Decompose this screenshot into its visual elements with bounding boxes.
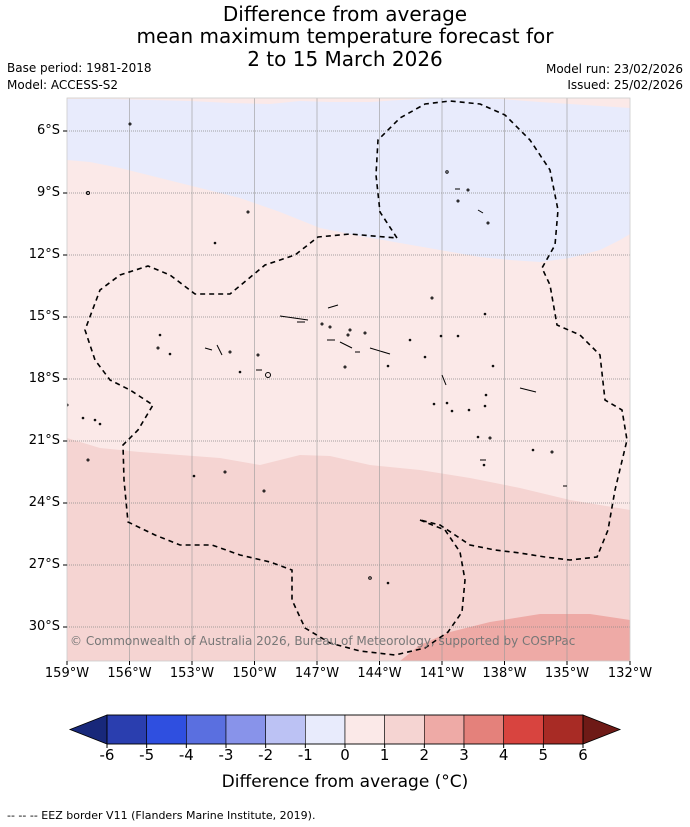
colorbar-tick-label: 1 — [379, 746, 390, 764]
colorbar-tick-label: 3 — [459, 746, 469, 764]
map-title-line-2: mean maximum temperature forecast for — [136, 24, 554, 48]
colorbar-segment — [384, 714, 425, 745]
anomaly-band-minus1-to-0 — [67, 98, 630, 262]
colorbar-tick-label: -2 — [258, 746, 274, 764]
colorbar-tick-label: -1 — [297, 746, 313, 764]
eez-border — [84, 100, 628, 656]
lon-label-156w: 156°W — [107, 666, 152, 681]
colorbar-tick-label: -3 — [218, 746, 234, 764]
lon-label-150w: 150°W — [232, 666, 277, 681]
eez-legend: -- -- -- EEZ border V11 (Flanders Marine… — [7, 809, 316, 822]
lon-label-135w: 135°W — [544, 666, 590, 681]
lat-label-21s: 21°S — [28, 433, 60, 448]
islands — [67, 122, 567, 585]
lat-label-6s: 6°S — [36, 123, 60, 138]
colorbar — [68, 714, 622, 748]
colorbar-segment — [106, 714, 147, 745]
colorbar-segment — [424, 714, 465, 745]
issued-date: Issued: 25/02/2026 — [567, 78, 683, 92]
lat-label-9s: 9°S — [36, 185, 60, 200]
meridian-lines — [129, 98, 568, 661]
colorbar-segment — [146, 714, 187, 745]
base-period: Base period: 1981-2018 — [7, 61, 152, 75]
colorbar-segment — [225, 714, 266, 745]
lat-label-30s: 30°S — [28, 619, 60, 634]
colorbar-segment — [503, 714, 544, 745]
colorbar-label: Difference from average (°C) — [221, 772, 469, 792]
lat-label-27s: 27°S — [28, 557, 60, 572]
anomaly-band-minus1-top-edge — [67, 98, 630, 108]
colorbar-tick-label: 0 — [340, 746, 350, 764]
lon-label-132w: 132°W — [607, 666, 653, 681]
colorbar-over-triangle — [582, 714, 622, 745]
anomaly-band-1-to-2 — [67, 438, 630, 661]
colorbar-tick-label: 4 — [498, 746, 509, 764]
model-run-date: Model run: 23/02/2026 — [545, 62, 683, 76]
colorbar-segment — [543, 714, 584, 745]
lon-label-141w: 141°W — [419, 666, 465, 681]
colorbar-segment — [344, 714, 385, 745]
colorbar-tick-label: -4 — [178, 746, 194, 764]
copyright-notice: © Commonwealth of Australia 2026, Bureau… — [70, 634, 576, 648]
map-title-line-1: Difference from average — [222, 2, 468, 26]
lon-label-138w: 138°W — [482, 666, 527, 681]
lat-label-24s: 24°S — [28, 495, 60, 510]
colorbar-segment — [265, 714, 306, 745]
lon-label-159w: 159°W — [44, 666, 90, 681]
colorbar-tick-label: 2 — [419, 746, 430, 764]
lat-label-15s: 15°S — [28, 309, 60, 324]
colorbar-tick-label: 5 — [538, 746, 549, 764]
colorbar-tick-label: -6 — [99, 746, 115, 764]
anomaly-band-2-to-3 — [400, 614, 630, 661]
map-title-line-3: 2 to 15 March 2026 — [247, 47, 443, 71]
colorbar-segment — [463, 714, 504, 745]
lon-ticks — [66, 661, 631, 665]
model-name: Model: ACCESS-S2 — [7, 78, 119, 92]
lon-label-153w: 153°W — [169, 666, 215, 681]
lat-label-18s: 18°S — [28, 371, 60, 386]
colorbar-tick-label: 6 — [578, 746, 588, 764]
lon-label-147w: 147°W — [294, 666, 340, 681]
colorbar-under-triangle — [68, 714, 108, 745]
colorbar-segment — [305, 714, 346, 745]
colorbar-segment — [186, 714, 227, 745]
lon-label-144w: 144°W — [357, 666, 402, 681]
lat-ticks — [63, 130, 67, 628]
lat-label-12s: 12°S — [28, 247, 60, 262]
colorbar-tick-label: -5 — [139, 746, 155, 764]
